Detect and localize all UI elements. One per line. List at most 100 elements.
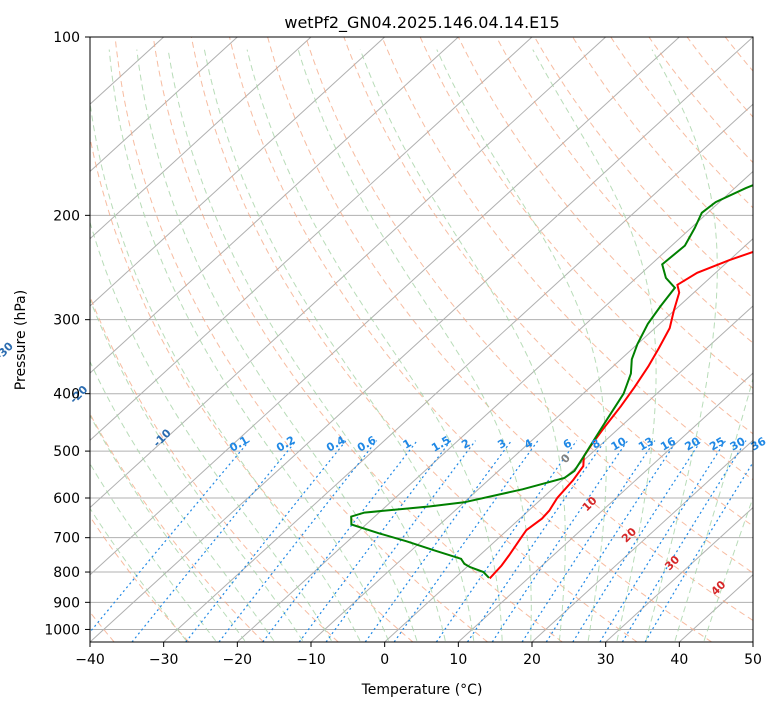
isotherm-line xyxy=(310,237,753,642)
moist-adiabat-label: 20 xyxy=(619,525,639,545)
dry-adiabat xyxy=(90,412,264,642)
isotherm-line xyxy=(752,641,753,642)
dry-adiabat xyxy=(114,37,488,642)
dry-adiabat xyxy=(572,37,753,254)
moist-adiabat-label: 30 xyxy=(662,553,682,573)
dry-adiabat-label: -10 xyxy=(151,426,174,449)
isotherm-line xyxy=(236,170,753,642)
y-tick-label: 400 xyxy=(53,387,80,403)
dry-adiabat xyxy=(686,37,753,118)
isotherm-line xyxy=(90,37,680,576)
mixing-ratio-line xyxy=(491,440,629,642)
dry-adiabat xyxy=(305,37,753,574)
mixing-ratio-line xyxy=(262,440,418,642)
moist-adiabat xyxy=(645,49,718,641)
dry-adiabat xyxy=(495,37,753,344)
mixing-ratio-line xyxy=(435,440,578,642)
x-tick-label: 30 xyxy=(597,652,615,668)
temperature-line xyxy=(488,250,753,580)
mixing-ratio-line xyxy=(218,440,378,642)
moist-adiabat-label: 40 xyxy=(708,578,728,598)
isotherm-line xyxy=(531,439,753,642)
y-tick-label: 600 xyxy=(53,491,80,507)
mixing-ratio-label: 1 xyxy=(401,437,414,452)
mixing-ratio-label: 8 xyxy=(589,437,602,452)
x-tick-label: 50 xyxy=(744,652,762,668)
mixing-ratio-label: 6 xyxy=(561,436,574,451)
isotherm-line xyxy=(605,506,753,642)
mixing-ratio-line xyxy=(466,440,606,642)
moist-adiabat xyxy=(246,49,503,641)
moist-adiabat-label: 0 xyxy=(558,451,573,466)
moist-adiabat xyxy=(90,298,304,642)
mixing-ratio-line xyxy=(90,440,251,633)
x-tick-label: −40 xyxy=(75,652,105,668)
isopleths-layer xyxy=(90,37,775,642)
dewpoint-line xyxy=(350,184,753,579)
moist-adiabat xyxy=(703,496,753,641)
moist-adiabat xyxy=(203,49,475,641)
mixing-ratio-line xyxy=(364,440,512,642)
mixing-ratio-line xyxy=(393,440,539,642)
moist-adiabat xyxy=(436,49,607,641)
x-tick-label: 10 xyxy=(449,652,467,668)
dry-adiabat xyxy=(419,37,753,435)
dry-adiabat xyxy=(381,37,753,481)
mixing-ratio-line xyxy=(545,440,678,642)
grid-layer xyxy=(90,37,753,642)
plot-frame xyxy=(89,36,754,643)
dry-adiabat xyxy=(763,37,775,642)
isotherm-line xyxy=(457,372,753,642)
mixing-ratio-line xyxy=(185,440,347,642)
dry-adiabat xyxy=(90,295,339,642)
chart-title: wetPf2_GN04.2025.146.04.14.E15 xyxy=(284,13,559,33)
moist-adiabat xyxy=(90,462,217,642)
dry-adiabat xyxy=(152,37,563,642)
moist-adiabat xyxy=(90,414,246,642)
axis-ticks: −40 −30 −20 −10 0 10 20 30 40 5010020030040050060… xyxy=(44,30,762,668)
x-tick-label: 0 xyxy=(380,652,389,668)
mixing-ratio-line xyxy=(325,440,476,642)
x-tick-label: 20 xyxy=(523,652,541,668)
dry-adiabat xyxy=(90,135,414,642)
dry-adiabat xyxy=(343,37,753,527)
moist-adiabat xyxy=(359,49,566,641)
dry-adiabat xyxy=(267,37,753,622)
dry-adiabat xyxy=(724,37,753,72)
mixing-ratio-line xyxy=(131,440,297,642)
moist-adiabat xyxy=(90,220,332,642)
isotherm-line xyxy=(384,305,753,642)
y-tick-label: 1000 xyxy=(44,622,80,638)
x-axis-label: Temperature (°C) xyxy=(361,682,483,698)
moist-adiabat xyxy=(167,49,446,641)
moist-adiabat-label: 10 xyxy=(580,494,600,514)
mixing-ratio-line xyxy=(298,440,452,642)
moist-adiabat xyxy=(90,360,275,642)
isotherm-line xyxy=(90,37,386,307)
isotherm-line xyxy=(90,37,459,374)
mixing-ratio-line xyxy=(572,440,702,642)
x-tick-label: −10 xyxy=(296,652,326,668)
isotherm-line xyxy=(90,37,312,240)
y-tick-label: 700 xyxy=(53,531,80,547)
mixing-ratio-label: 2 xyxy=(459,437,472,452)
dry-adiabat xyxy=(457,37,753,389)
isotherm-line xyxy=(90,37,607,509)
moist-adiabat xyxy=(90,99,361,642)
isotherm-line xyxy=(163,103,753,642)
y-tick-label: 500 xyxy=(53,444,80,460)
y-tick-label: 200 xyxy=(53,208,80,224)
mixing-ratio-line xyxy=(621,440,747,642)
moist-adiabat xyxy=(136,49,418,641)
mixing-ratio-line xyxy=(599,440,727,642)
dry-adiabat xyxy=(190,37,638,642)
moist-adiabat xyxy=(297,49,532,641)
mixing-ratio-line xyxy=(644,461,753,642)
y-tick-label: 300 xyxy=(53,313,80,329)
y-tick-label: 100 xyxy=(53,30,80,46)
y-axis-label: Pressure (hPa) xyxy=(13,290,29,390)
x-tick-label: −20 xyxy=(223,652,253,668)
y-tick-label: 900 xyxy=(53,595,80,611)
moist-adiabat xyxy=(90,507,187,642)
